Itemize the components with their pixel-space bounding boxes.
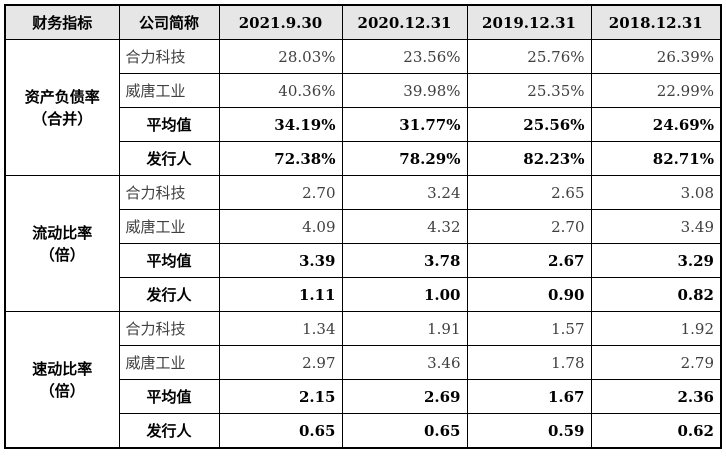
- value-cell: 0.82: [590, 277, 722, 312]
- header-date-2019: 2019.12.31: [466, 4, 592, 40]
- value-cell: 1.34: [218, 311, 343, 346]
- value-cell: 2.97: [218, 345, 343, 380]
- value-cell: 1.78: [466, 345, 592, 380]
- value-cell: 1.00: [341, 277, 468, 312]
- value-cell: 2.70: [218, 175, 343, 210]
- metric-label: 资产负债率 （合并）: [4, 39, 120, 176]
- metric-unit: （倍）: [39, 381, 85, 400]
- value-cell: 25.56%: [466, 107, 592, 142]
- value-cell: 1.57: [466, 311, 592, 346]
- value-cell: 24.69%: [590, 107, 722, 142]
- value-cell: 0.65: [341, 413, 468, 449]
- value-cell: 3.78: [341, 243, 468, 278]
- company-name: 威唐工业: [118, 209, 220, 244]
- value-cell: 82.23%: [466, 141, 592, 176]
- value-cell: 2.36: [590, 379, 722, 414]
- value-cell: 3.24: [341, 175, 468, 210]
- table-row: 流动比率 （倍） 合力科技 2.70 3.24 2.65 3.08: [4, 175, 722, 312]
- value-cell: 4.09: [218, 209, 343, 244]
- header-date-2020: 2020.12.31: [341, 4, 468, 40]
- table-row: 资产负债率 （合并） 合力科技 28.03% 23.56% 25.76% 26.39%: [4, 39, 722, 176]
- table-row: 平均值 3.39 3.78 2.67 3.29: [5, 243, 722, 278]
- header-date-2021: 2021.9.30: [218, 4, 343, 40]
- value-cell: 31.77%: [341, 107, 468, 142]
- value-cell: 25.35%: [466, 73, 592, 108]
- value-cell: 1.67: [466, 379, 592, 414]
- value-cell: 3.49: [590, 209, 722, 244]
- metric-unit: （合并）: [32, 109, 93, 128]
- value-cell: 34.19%: [218, 107, 343, 142]
- value-cell: 3.39: [218, 243, 343, 278]
- company-name: 发行人: [118, 277, 220, 312]
- value-cell: 72.38%: [218, 141, 343, 176]
- value-cell: 2.70: [466, 209, 592, 244]
- table-row: 发行人 1.11 1.00 0.90 0.82: [5, 277, 722, 312]
- table-row: 速动比率 （倍） 合力科技 1.34 1.91 1.57 1.92: [4, 311, 722, 449]
- value-cell: 0.65: [218, 413, 343, 449]
- header-company: 公司简称: [118, 4, 220, 40]
- value-cell: 2.69: [341, 379, 468, 414]
- value-cell: 22.99%: [590, 73, 722, 108]
- financial-indicators-table: 财务指标 公司简称 2021.9.30 2020.12.31 2019.12.3…: [4, 4, 722, 449]
- value-cell: 82.71%: [590, 141, 722, 176]
- metric-label: 流动比率 （倍）: [4, 175, 120, 312]
- company-name: 合力科技: [118, 311, 220, 346]
- value-cell: 3.08: [590, 175, 722, 210]
- metric-name: 资产负债率: [24, 87, 100, 106]
- company-name: 威唐工业: [118, 345, 220, 380]
- company-name: 威唐工业: [118, 73, 220, 108]
- value-cell: 1.11: [218, 277, 343, 312]
- value-cell: 25.76%: [466, 39, 592, 74]
- value-cell: 26.39%: [590, 39, 722, 74]
- value-cell: 1.91: [341, 311, 468, 346]
- value-cell: 39.98%: [341, 73, 468, 108]
- metric-unit: （倍）: [39, 245, 85, 264]
- value-cell: 1.92: [590, 311, 722, 346]
- header-metric: 财务指标: [4, 4, 120, 40]
- table-row: 平均值 34.19% 31.77% 25.56% 24.69%: [5, 107, 722, 142]
- value-cell: 78.29%: [341, 141, 468, 176]
- value-cell: 2.65: [466, 175, 592, 210]
- company-name: 发行人: [118, 413, 220, 449]
- table-row: 平均值 2.15 2.69 1.67 2.36: [5, 379, 722, 414]
- value-cell: 40.36%: [218, 73, 343, 108]
- table-row: 发行人 0.65 0.65 0.59 0.62: [5, 413, 722, 449]
- value-cell: 0.90: [466, 277, 592, 312]
- company-name: 平均值: [118, 379, 220, 414]
- value-cell: 3.29: [590, 243, 722, 278]
- table-header-row: 财务指标 公司简称 2021.9.30 2020.12.31 2019.12.3…: [4, 4, 722, 40]
- header-date-2018: 2018.12.31: [590, 4, 722, 40]
- company-name: 合力科技: [118, 175, 220, 210]
- table-row: 威唐工业 40.36% 39.98% 25.35% 22.99%: [5, 73, 722, 108]
- table-row: 发行人 72.38% 78.29% 82.23% 82.71%: [5, 141, 722, 176]
- value-cell: 4.32: [341, 209, 468, 244]
- value-cell: 2.79: [590, 345, 722, 380]
- metric-label: 速动比率 （倍）: [4, 311, 120, 449]
- value-cell: 2.15: [218, 379, 343, 414]
- value-cell: 28.03%: [218, 39, 343, 74]
- value-cell: 23.56%: [341, 39, 468, 74]
- value-cell: 0.59: [466, 413, 592, 449]
- metric-name: 流动比率: [32, 223, 93, 242]
- value-cell: 2.67: [466, 243, 592, 278]
- metric-name: 速动比率: [32, 359, 93, 378]
- company-name: 平均值: [118, 107, 220, 142]
- company-name: 合力科技: [118, 39, 220, 74]
- table-row: 威唐工业 4.09 4.32 2.70 3.49: [5, 209, 722, 244]
- value-cell: 3.46: [341, 345, 468, 380]
- company-name: 发行人: [118, 141, 220, 176]
- table-body: 资产负债率 （合并） 合力科技 28.03% 23.56% 25.76% 26.39% 威唐工…: [4, 39, 722, 449]
- value-cell: 0.62: [590, 413, 722, 449]
- company-name: 平均值: [118, 243, 220, 278]
